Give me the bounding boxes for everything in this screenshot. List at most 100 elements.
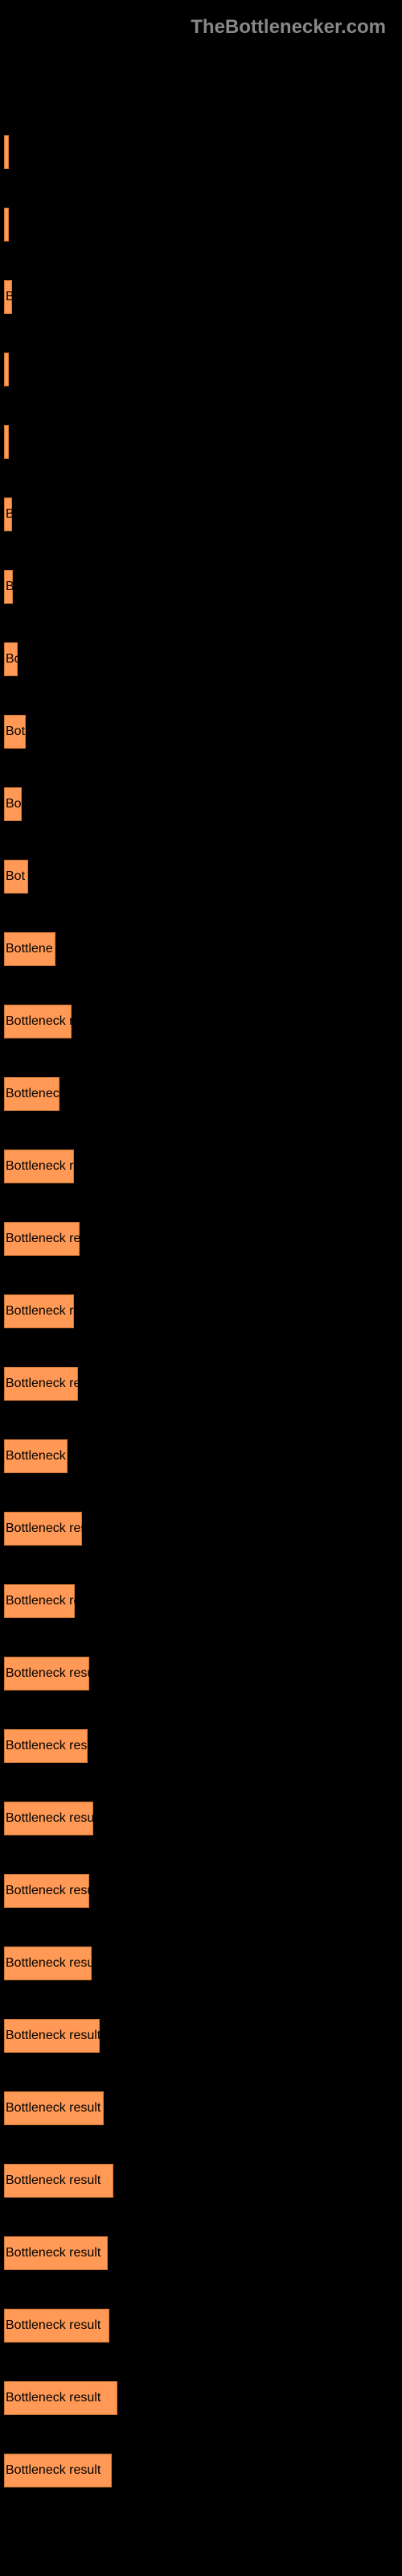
bar-wrapper: Bottleneck result — [4, 1512, 402, 1546]
bar-wrapper — [4, 425, 402, 459]
chart-bar-label — [4, 208, 6, 217]
chart-bar-label: B — [4, 570, 14, 594]
bar-wrapper: Bottleneck res — [4, 1584, 402, 1618]
chart-row — [4, 208, 402, 242]
chart-row: Bottleneck result — [4, 1874, 402, 1908]
chart-row: Bottleneck result — [4, 2236, 402, 2270]
chart-row: Bottleneck re — [4, 1005, 402, 1038]
chart-bar-label: Bottleneck result — [4, 1729, 100, 1753]
chart-bar-label: Bottleneck result — [4, 2309, 100, 2333]
chart-row: B — [4, 570, 402, 604]
chart-row: Bottleneck result — [4, 2309, 402, 2343]
chart-bar-label — [4, 135, 6, 145]
bar-wrapper: Bottleneck result — [4, 2091, 402, 2125]
bar-wrapper: Bottleneck result — [4, 2019, 402, 2053]
chart-bar-label — [4, 425, 6, 435]
chart-row: Bo — [4, 642, 402, 676]
bar-wrapper: Bottleneck result — [4, 1222, 402, 1256]
chart-bar-label: Bottleneck result — [4, 2381, 100, 2405]
bar-wrapper: Bottleneck re — [4, 1005, 402, 1038]
chart-bar-label: Bottleneck res — [4, 1150, 87, 1174]
bar-wrapper: Bottleneck r — [4, 1439, 402, 1473]
bar-wrapper: Bot — [4, 715, 402, 749]
chart-row: B — [4, 497, 402, 531]
bar-wrapper: Bottleneck result — [4, 1657, 402, 1690]
bar-wrapper: Bottleneck result — [4, 1729, 402, 1763]
chart-row — [4, 425, 402, 459]
chart-bar-label: Bottleneck resu — [4, 1367, 94, 1391]
bar-wrapper: Bottleneck res — [4, 1150, 402, 1183]
chart-row: Bot — [4, 715, 402, 749]
chart-bar-label: Bottleneck result — [4, 1802, 100, 1826]
bar-wrapper: B — [4, 570, 402, 604]
chart-row: Bottleneck result — [4, 2164, 402, 2198]
bar-wrapper: B — [4, 497, 402, 531]
chart-bar-label — [4, 353, 6, 362]
chart-row: Bottleneck r — [4, 1439, 402, 1473]
bar-wrapper: Bottleneck result — [4, 2309, 402, 2343]
bar-wrapper: Bo — [4, 642, 402, 676]
chart-row: Bottleneck result — [4, 1802, 402, 1835]
chart-row: Bottleneck result — [4, 2091, 402, 2125]
bar-wrapper: Bottleneck res — [4, 1294, 402, 1328]
site-header: TheBottlenecker.com — [0, 16, 402, 39]
chart-bar-label: Bot — [4, 860, 25, 884]
chart-row: Bottleneck result — [4, 1512, 402, 1546]
chart-row: Bottleneck result — [4, 2019, 402, 2053]
bar-wrapper: Bottleneck result — [4, 2236, 402, 2270]
chart-row: Bottlenec — [4, 1077, 402, 1111]
site-name: TheBottlenecker.com — [191, 16, 386, 38]
chart-bar-label: Bottleneck result — [4, 1874, 100, 1898]
chart-bar-label: Bottleneck result — [4, 1657, 100, 1681]
chart-row: Bottleneck res — [4, 1584, 402, 1618]
chart-bar-label: Bottleneck result — [4, 2454, 100, 2478]
chart-row — [4, 353, 402, 386]
chart-row — [4, 135, 402, 169]
chart-bar-label: B — [4, 497, 14, 522]
chart-bar-label: Bottleneck result — [4, 2091, 100, 2116]
bar-wrapper: Bo — [4, 787, 402, 821]
bar-wrapper: Bottleneck result — [4, 1802, 402, 1835]
chart-row: Bottleneck result — [4, 1657, 402, 1690]
bar-wrapper — [4, 135, 402, 169]
chart-row: Bottleneck result — [4, 1946, 402, 1980]
chart-bar-label: Bottleneck result — [4, 2164, 100, 2188]
chart-bar-label: Bottlenec — [4, 1077, 59, 1101]
chart-bar-label: Bottleneck result — [4, 1946, 100, 1971]
bar-wrapper: Bot — [4, 860, 402, 894]
chart-row: B — [4, 280, 402, 314]
chart-bar-label: Bottleneck res — [4, 1294, 87, 1319]
bottleneck-chart: B B B Bo Bot Bo Bot Bottlene Bottleneck re Bottle… — [0, 135, 402, 2487]
bar-wrapper: Bottleneck result — [4, 2454, 402, 2487]
chart-row: Bottlene — [4, 932, 402, 966]
chart-bar-label: B — [4, 280, 14, 304]
chart-bar-label: Bottleneck res — [4, 1584, 87, 1608]
chart-bar-label: Bottleneck result — [4, 2019, 100, 2043]
chart-bar-label: Bottleneck re — [4, 1005, 80, 1029]
bar-wrapper: Bottleneck result — [4, 1874, 402, 1908]
chart-row: Bottleneck res — [4, 1150, 402, 1183]
chart-bar-label: Bo — [4, 787, 22, 811]
bar-wrapper — [4, 208, 402, 242]
chart-row: Bottleneck result — [4, 1729, 402, 1763]
bar-wrapper: Bottleneck resu — [4, 1367, 402, 1401]
chart-bar-label: Bottleneck result — [4, 1512, 100, 1536]
bar-wrapper: Bottleneck result — [4, 2164, 402, 2198]
chart-row: Bot — [4, 860, 402, 894]
bar-wrapper — [4, 353, 402, 386]
bar-wrapper: Bottleneck result — [4, 1946, 402, 1980]
chart-bar-label: Bot — [4, 715, 25, 739]
chart-row: Bottleneck result — [4, 2381, 402, 2415]
chart-bar-label: Bottleneck result — [4, 2236, 100, 2260]
chart-bar-label: Bo — [4, 642, 22, 667]
chart-bar-label: Bottleneck r — [4, 1439, 73, 1463]
chart-row: Bottleneck resu — [4, 1367, 402, 1401]
chart-row: Bottleneck res — [4, 1294, 402, 1328]
chart-row: Bo — [4, 787, 402, 821]
bar-wrapper: B — [4, 280, 402, 314]
chart-bar-label: Bottlene — [4, 932, 53, 956]
chart-bar-label: Bottleneck result — [4, 1222, 100, 1246]
bar-wrapper: Bottleneck result — [4, 2381, 402, 2415]
chart-row: Bottleneck result — [4, 2454, 402, 2487]
bar-wrapper: Bottlenec — [4, 1077, 402, 1111]
